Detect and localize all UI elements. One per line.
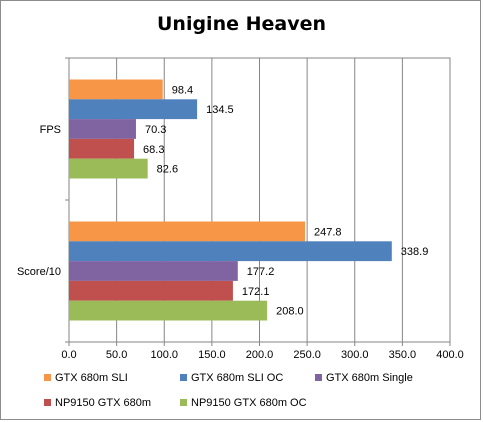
data-label: 208.0 bbox=[276, 306, 304, 318]
bar bbox=[69, 221, 306, 242]
x-tick-label: 400.0 bbox=[436, 349, 464, 361]
legend-label: GTX 680m SLI OC bbox=[191, 372, 283, 384]
x-tick-label: 0.0 bbox=[61, 349, 76, 361]
chart-title: Unigine Heaven bbox=[156, 13, 326, 35]
legend-label: NP9150 GTX 680m OC bbox=[191, 397, 307, 409]
bar bbox=[69, 158, 148, 179]
legend-label: NP9150 GTX 680m bbox=[55, 397, 151, 409]
data-label: 177.2 bbox=[247, 266, 275, 278]
bar bbox=[69, 119, 136, 139]
legend-swatch bbox=[44, 374, 51, 381]
data-label: 247.8 bbox=[314, 226, 342, 238]
category-label: Score/10 bbox=[17, 266, 61, 278]
bar bbox=[69, 241, 392, 262]
bar bbox=[69, 300, 268, 321]
category-label: FPS bbox=[40, 124, 61, 136]
x-tick-label: 200.0 bbox=[246, 349, 274, 361]
x-tick-label: 50.0 bbox=[106, 349, 127, 361]
data-label: 134.5 bbox=[206, 104, 234, 116]
x-tick-label: 350.0 bbox=[389, 349, 417, 361]
legend-swatch bbox=[180, 374, 187, 381]
bar bbox=[69, 138, 135, 159]
legend-swatch bbox=[315, 374, 322, 381]
x-tick-label: 100.0 bbox=[150, 349, 178, 361]
x-tick-label: 300.0 bbox=[341, 349, 369, 361]
bar bbox=[69, 99, 198, 120]
legend-swatch bbox=[44, 399, 51, 406]
data-label: 68.3 bbox=[143, 144, 164, 156]
data-label: 98.4 bbox=[172, 84, 193, 96]
x-tick-label: 250.0 bbox=[293, 349, 321, 361]
bar bbox=[69, 79, 163, 100]
legend-label: GTX 680m Single bbox=[326, 372, 413, 384]
data-label: 70.3 bbox=[145, 124, 166, 136]
bar bbox=[69, 261, 238, 281]
x-tick-label: 150.0 bbox=[198, 349, 226, 361]
data-label: 172.1 bbox=[242, 286, 270, 298]
bar bbox=[69, 280, 233, 301]
data-label: 82.6 bbox=[157, 164, 178, 176]
data-label: 338.9 bbox=[401, 246, 429, 258]
legend-label: GTX 680m SLI bbox=[55, 372, 128, 384]
legend-swatch bbox=[180, 399, 187, 406]
